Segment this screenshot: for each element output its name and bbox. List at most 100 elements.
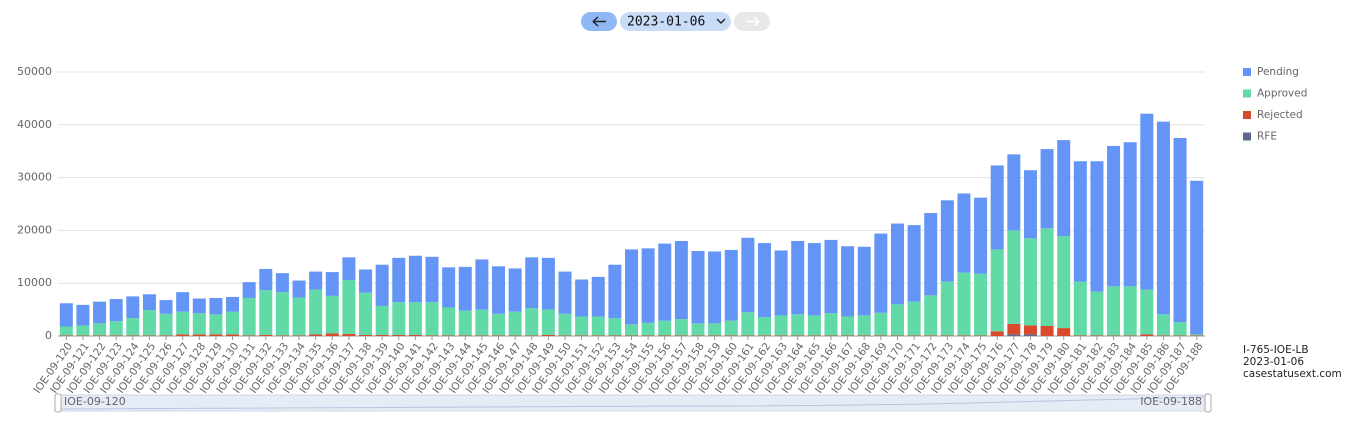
bar-segment <box>1123 286 1137 336</box>
bar-segment <box>1190 334 1204 336</box>
bar-segment <box>259 334 273 336</box>
bar-segment <box>541 334 555 336</box>
bar-segment <box>940 335 954 336</box>
bar-segment <box>658 320 672 336</box>
bar-segment <box>126 335 140 336</box>
legend-label: RFE <box>1257 131 1277 143</box>
bar-segment <box>359 292 373 335</box>
bar-segment <box>691 250 705 324</box>
bar-segment <box>242 297 256 336</box>
bar-segment <box>209 297 223 315</box>
bar-segment <box>1007 334 1021 336</box>
bar-segment <box>59 335 73 336</box>
bar-segment <box>492 335 506 336</box>
bar-segment <box>625 324 638 336</box>
bar-segment <box>974 273 988 336</box>
bar-segment <box>325 272 339 296</box>
bar-segment <box>226 334 240 336</box>
bar-segment <box>1156 121 1170 315</box>
bar-segment <box>242 335 256 336</box>
bar-segment <box>309 271 323 290</box>
bar-segment <box>392 334 406 336</box>
bar-segment <box>658 243 672 321</box>
bar-segment <box>126 318 140 336</box>
bar-segment <box>824 335 838 336</box>
bar-segment <box>1057 236 1071 329</box>
bar-segment <box>1140 113 1154 290</box>
bar-segment <box>774 335 788 336</box>
bar-segment <box>325 295 339 334</box>
bar-segment <box>1040 325 1054 336</box>
bar-segment <box>109 335 123 336</box>
bar-segment <box>259 290 273 335</box>
bar-segment <box>525 308 539 336</box>
bar-segment <box>275 292 289 336</box>
bar-segment <box>1107 145 1121 287</box>
bar-segment <box>1040 228 1054 326</box>
bar-segment <box>708 323 722 336</box>
bar-segment <box>1156 335 1170 336</box>
bar-segment <box>741 335 755 336</box>
bar-segment <box>242 282 256 298</box>
date-select[interactable] <box>620 12 731 31</box>
bar-segment <box>226 311 240 335</box>
bar-segment <box>924 295 938 336</box>
bar-segment <box>142 294 156 311</box>
bar-segment <box>774 315 788 336</box>
bar-segment <box>492 266 506 314</box>
bar-segment <box>442 335 456 336</box>
bar-segment <box>674 319 688 336</box>
bar-segment <box>192 313 206 335</box>
bar-segment <box>1173 322 1187 336</box>
bar-segment <box>93 335 107 336</box>
bar-segment <box>957 193 971 273</box>
bar-segment <box>159 300 173 314</box>
bar-segment <box>1123 335 1137 336</box>
slider-handle[interactable] <box>1204 393 1212 413</box>
bar-segment <box>1007 230 1021 324</box>
bar-segment <box>625 335 638 336</box>
bar-segment <box>93 301 107 324</box>
bar-segment <box>525 257 539 309</box>
bar-segment <box>1123 142 1137 287</box>
slider-handle[interactable] <box>54 393 62 413</box>
bar-segment <box>541 309 555 335</box>
bar-segment <box>575 335 589 336</box>
bar-segment <box>757 243 771 317</box>
bar-segment <box>907 225 921 302</box>
bar-segment <box>292 335 306 336</box>
date-text: 2023-01-06 <box>627 15 705 30</box>
bar-segment <box>608 264 622 319</box>
bar-segment <box>924 335 938 336</box>
bar-segment <box>774 250 788 316</box>
bar-segment <box>342 257 356 281</box>
bar-segment <box>874 312 888 336</box>
bar-segment <box>841 335 855 336</box>
bar-segment <box>674 335 688 336</box>
bar-segment <box>1156 314 1170 336</box>
bar-segment <box>259 268 273 291</box>
bar-segment <box>907 301 921 336</box>
bar-segment <box>641 335 655 336</box>
bar-segment <box>309 289 323 335</box>
bar-segment <box>1107 335 1121 336</box>
bar-segment <box>359 334 373 336</box>
bar-segment <box>142 335 156 336</box>
bar-segment <box>392 302 406 335</box>
bar-segment <box>807 243 821 316</box>
bar-segment <box>990 331 1004 336</box>
y-tick-label: 40000 <box>17 118 52 131</box>
bar-segment <box>93 323 107 336</box>
bar-segment <box>1073 161 1087 282</box>
bar-segment <box>76 335 90 336</box>
bar-segment <box>857 315 871 336</box>
y-tick-label: 10000 <box>17 276 52 289</box>
bar-segment <box>1040 149 1054 229</box>
y-tick-label: 30000 <box>17 171 52 184</box>
bar-segment <box>176 311 190 335</box>
bar-segment <box>641 322 655 336</box>
bar-segment <box>59 303 73 327</box>
bar-segment <box>359 269 373 293</box>
bar-segment <box>375 305 389 335</box>
bar-segment <box>1173 138 1187 323</box>
